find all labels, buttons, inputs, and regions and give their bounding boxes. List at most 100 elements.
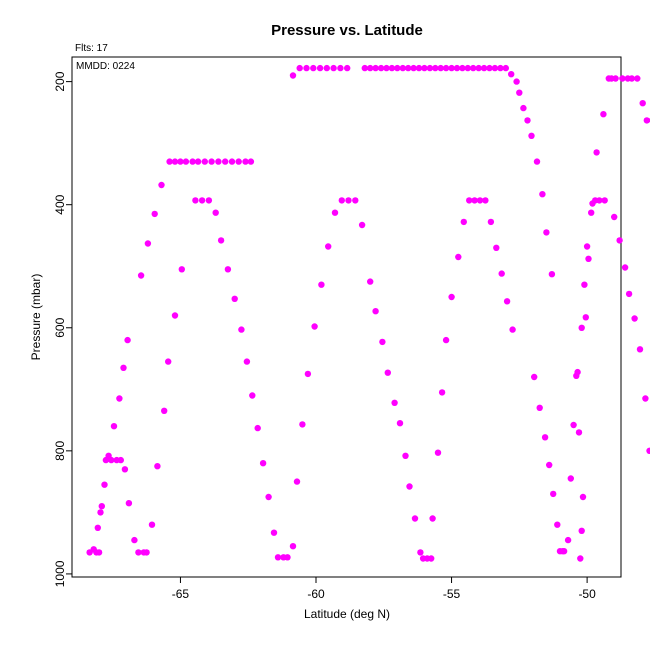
data-point-16 [121, 466, 129, 473]
data-point-99 [402, 452, 409, 459]
data-point-15 [120, 364, 127, 371]
data-point-87 [367, 278, 374, 285]
data-point-166 [577, 555, 584, 562]
data-point-89 [372, 308, 379, 315]
data-point-31 [166, 158, 173, 165]
data-point-73 [316, 64, 324, 72]
data-point-77 [330, 64, 337, 72]
data-point-28 [158, 181, 165, 189]
data-point-85 [361, 64, 368, 72]
data-point-136 [497, 64, 504, 72]
y-tick-label-3: 800 [53, 441, 67, 461]
data-point-147 [531, 373, 538, 381]
data-point-36 [182, 158, 190, 165]
data-point-109 [426, 64, 434, 72]
data-point-69 [303, 64, 310, 72]
data-point-180 [601, 197, 608, 204]
data-point-84 [358, 221, 366, 229]
data-point-169 [579, 493, 587, 501]
data-point-161 [567, 475, 574, 482]
data-point-134 [491, 64, 499, 72]
data-point-110 [428, 555, 435, 562]
y-tick-label-0: 200 [53, 71, 67, 91]
data-point-26 [151, 210, 158, 218]
data-point-100 [405, 64, 412, 72]
data-point-86 [367, 64, 374, 72]
data-point-29 [161, 407, 168, 414]
data-point-25 [148, 521, 156, 528]
data-point-127 [470, 64, 477, 72]
data-point-52 [238, 326, 245, 333]
data-point-102 [410, 64, 417, 72]
data-point-103 [411, 515, 419, 522]
data-point-159 [560, 548, 568, 555]
data-point-171 [582, 314, 589, 321]
data-point-72 [311, 323, 318, 330]
data-point-56 [249, 392, 256, 399]
data-point-123 [460, 218, 467, 226]
data-point-43 [208, 158, 215, 165]
data-point-79 [337, 64, 344, 72]
x-tick-label-0: -65 [172, 587, 190, 601]
data-point-142 [513, 78, 520, 85]
data-point-90 [377, 64, 385, 72]
data-point-173 [585, 255, 592, 262]
data-point-174 [588, 209, 595, 216]
data-point-61 [274, 554, 282, 561]
data-point-143 [516, 89, 523, 96]
data-point-124 [464, 64, 471, 72]
data-point-118 [448, 64, 455, 72]
data-point-45 [215, 158, 222, 165]
data-point-120 [453, 64, 461, 72]
points-layer [86, 64, 650, 562]
data-point-97 [396, 420, 404, 427]
data-point-63 [284, 554, 291, 561]
data-point-4 [94, 524, 102, 531]
data-point-58 [259, 460, 267, 467]
data-point-121 [455, 253, 462, 261]
data-point-27 [154, 463, 161, 470]
data-point-18 [125, 500, 133, 507]
data-point-7 [101, 481, 108, 488]
data-point-132 [486, 64, 493, 72]
data-point-32 [171, 158, 179, 165]
data-point-30 [165, 358, 172, 365]
y-axis: 200 400 600 800 1000 [53, 71, 72, 587]
data-point-105 [417, 549, 424, 556]
data-point-82 [345, 197, 352, 204]
data-point-148 [533, 158, 541, 165]
data-point-165 [575, 429, 583, 436]
data-point-35 [178, 266, 185, 273]
data-point-131 [482, 197, 489, 204]
data-point-146 [528, 132, 535, 139]
data-point-178 [596, 197, 603, 204]
data-point-115 [438, 389, 446, 396]
data-point-76 [325, 243, 332, 250]
data-point-3 [95, 549, 103, 556]
data-point-38 [192, 197, 199, 204]
data-point-152 [543, 229, 550, 236]
data-point-14 [117, 456, 125, 464]
data-point-40 [198, 197, 206, 204]
data-point-150 [539, 191, 546, 198]
data-point-125 [466, 197, 473, 204]
data-point-179 [600, 111, 607, 118]
data-point-71 [310, 64, 317, 72]
data-point-129 [476, 197, 484, 204]
data-point-5 [97, 509, 104, 516]
data-point-113 [434, 449, 442, 456]
data-point-185 [616, 237, 623, 244]
data-point-122 [459, 64, 466, 72]
data-point-138 [502, 64, 509, 72]
data-point-162 [570, 421, 577, 429]
data-point-104 [415, 64, 423, 72]
data-point-186 [619, 75, 626, 82]
data-point-68 [299, 421, 306, 428]
data-point-75 [323, 64, 330, 72]
data-point-177 [593, 149, 600, 156]
data-point-156 [554, 521, 561, 528]
data-point-154 [548, 271, 556, 278]
data-point-74 [318, 281, 325, 288]
